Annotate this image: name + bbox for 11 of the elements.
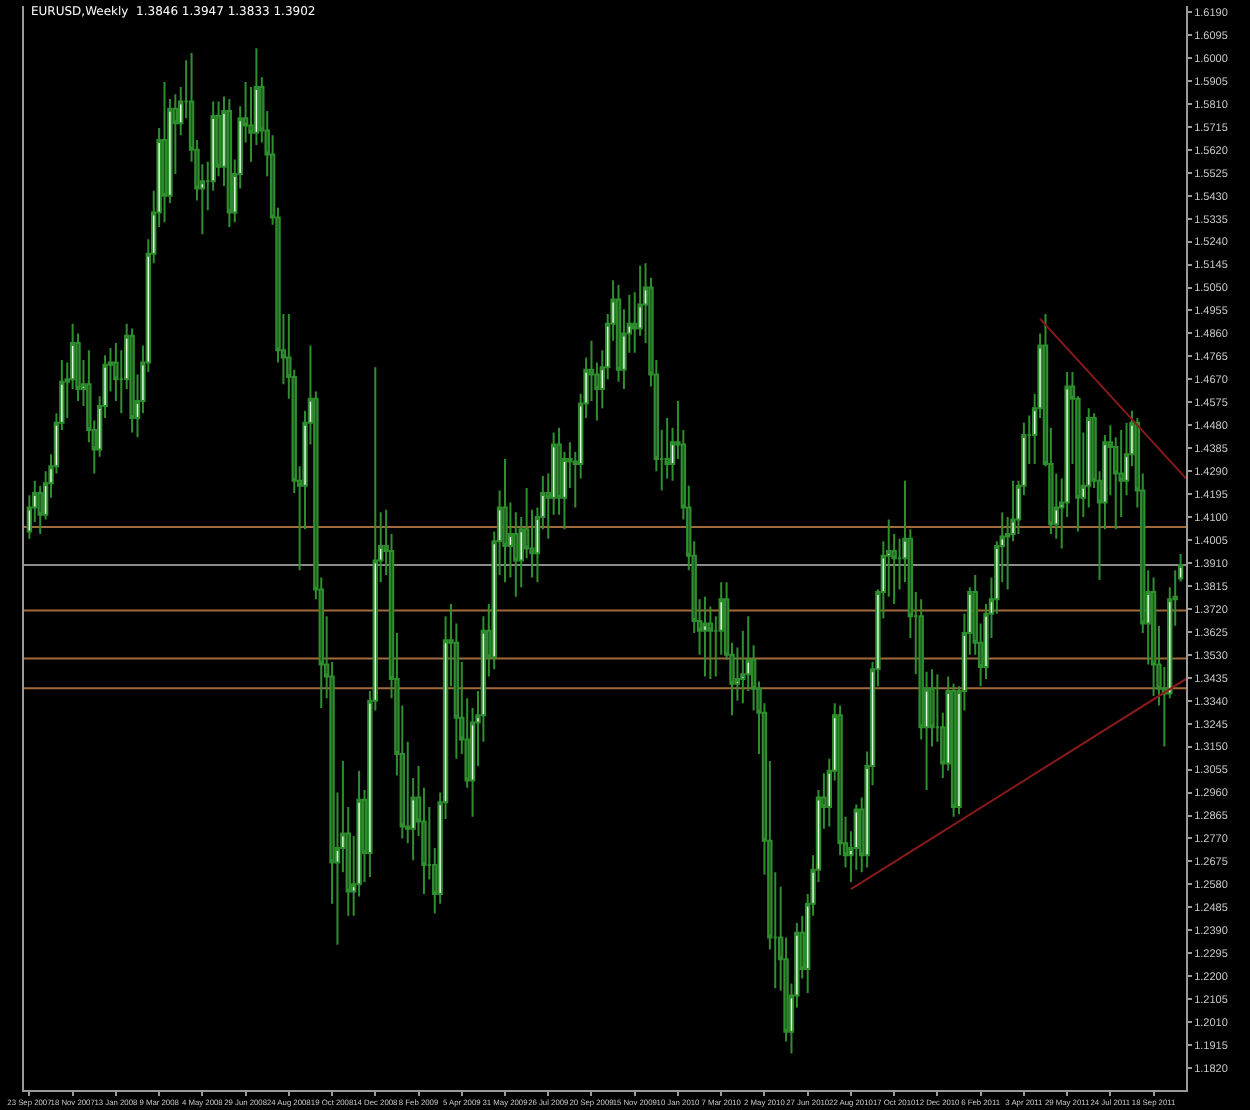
candlestick	[226, 98, 233, 229]
candlestick	[502, 458, 508, 584]
candlestick	[161, 81, 168, 224]
candlestick	[513, 511, 519, 598]
candlestick	[615, 284, 622, 383]
candlestick	[702, 595, 708, 678]
candlestick	[129, 327, 135, 434]
candlestick	[75, 332, 81, 403]
candlestick	[707, 605, 714, 680]
candlestick	[1086, 407, 1092, 509]
candlestick	[950, 682, 957, 818]
